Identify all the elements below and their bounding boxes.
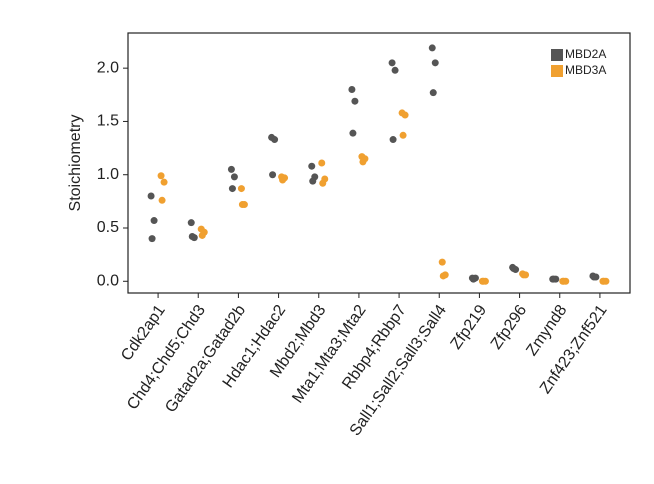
data-point <box>399 131 407 139</box>
data-point <box>520 271 528 279</box>
data-point <box>150 217 158 225</box>
y-axis-label: Stoichiometry <box>67 115 84 212</box>
legend-swatch <box>551 49 563 61</box>
data-point <box>187 219 195 227</box>
x-tick-label: Zfp219 <box>448 302 491 353</box>
data-point <box>227 165 235 173</box>
y-tick-label: 1.0 <box>97 166 119 183</box>
legend-label: MBD3A <box>565 63 606 77</box>
data-point <box>237 185 245 193</box>
data-point <box>318 159 326 167</box>
data-point <box>238 201 246 209</box>
data-point <box>479 277 487 285</box>
data-point <box>188 233 196 241</box>
data-point <box>148 235 156 243</box>
plot-frame <box>127 32 631 294</box>
data-point <box>230 173 238 181</box>
data-point <box>160 178 168 186</box>
data-point <box>389 136 397 144</box>
data-point <box>391 66 399 74</box>
data-point <box>550 275 558 283</box>
data-point <box>401 111 409 119</box>
data-point <box>429 89 437 97</box>
data-point <box>158 196 166 204</box>
data-point <box>510 264 518 272</box>
y-tick-label: 0.5 <box>97 219 119 236</box>
legend-label: MBD2A <box>565 47 606 61</box>
data-point <box>279 176 287 184</box>
legend-swatch <box>551 65 563 77</box>
data-point <box>348 85 356 93</box>
data-point <box>269 171 277 179</box>
data-point <box>198 231 206 239</box>
data-point <box>388 59 396 67</box>
data-point <box>469 275 477 283</box>
y-tick-label: 0.0 <box>97 272 119 289</box>
x-tick-label: Zfp296 <box>488 302 531 353</box>
data-point <box>309 177 317 185</box>
data-point <box>359 158 367 166</box>
data-point <box>431 59 439 67</box>
data-point <box>351 97 359 105</box>
data-point <box>560 277 568 285</box>
data-point <box>319 179 327 187</box>
x-tick-label: Mta1;Mta3;Mta2 <box>289 302 369 407</box>
data-point <box>600 277 608 285</box>
data-point <box>228 185 236 193</box>
data-point <box>147 192 155 200</box>
data-point <box>157 172 165 180</box>
data-point <box>439 272 447 280</box>
data-point <box>428 44 436 52</box>
y-tick-label: 1.5 <box>97 113 119 130</box>
data-point <box>308 162 316 170</box>
data-point <box>349 129 357 137</box>
y-tick-label: 2.0 <box>97 59 119 76</box>
data-point <box>438 258 446 266</box>
data-point <box>590 273 598 281</box>
data-point <box>271 136 279 144</box>
